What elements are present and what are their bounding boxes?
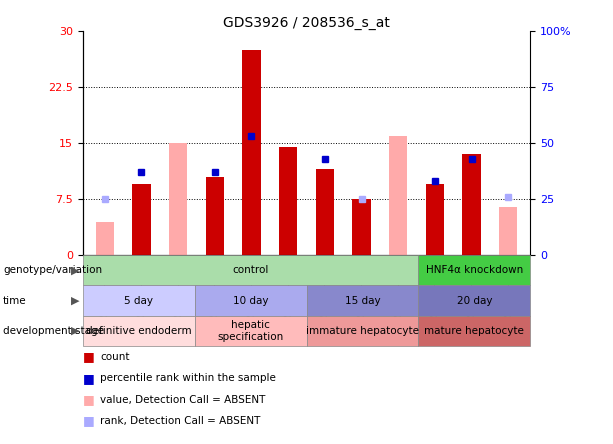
Bar xyxy=(499,207,517,255)
Text: genotype/variation: genotype/variation xyxy=(3,266,102,275)
Text: ■: ■ xyxy=(83,393,94,406)
Text: 10 day: 10 day xyxy=(233,296,268,305)
Bar xyxy=(169,143,188,255)
Bar xyxy=(132,184,151,255)
Text: 15 day: 15 day xyxy=(345,296,380,305)
Text: rank, Detection Call = ABSENT: rank, Detection Call = ABSENT xyxy=(100,416,261,426)
Text: hepatic
specification: hepatic specification xyxy=(218,320,284,341)
Bar xyxy=(389,136,408,255)
Bar xyxy=(462,155,481,255)
Text: mature hepatocyte: mature hepatocyte xyxy=(424,326,524,336)
Bar xyxy=(242,50,261,255)
Bar xyxy=(96,222,114,255)
Text: percentile rank within the sample: percentile rank within the sample xyxy=(100,373,276,383)
Text: ▶: ▶ xyxy=(70,326,79,336)
Text: ■: ■ xyxy=(83,372,94,385)
Bar xyxy=(425,184,444,255)
Text: immature hepatocyte: immature hepatocyte xyxy=(306,326,419,336)
Text: ▶: ▶ xyxy=(70,266,79,275)
Text: value, Detection Call = ABSENT: value, Detection Call = ABSENT xyxy=(100,395,265,404)
Text: count: count xyxy=(100,352,129,362)
Text: 20 day: 20 day xyxy=(457,296,492,305)
Text: development stage: development stage xyxy=(3,326,104,336)
Text: ■: ■ xyxy=(83,414,94,428)
Text: ▶: ▶ xyxy=(70,296,79,305)
Text: GDS3926 / 208536_s_at: GDS3926 / 208536_s_at xyxy=(223,16,390,30)
Text: ■: ■ xyxy=(83,350,94,364)
Text: 5 day: 5 day xyxy=(124,296,153,305)
Bar xyxy=(205,177,224,255)
Bar xyxy=(352,199,371,255)
Text: control: control xyxy=(232,266,268,275)
Text: definitive endoderm: definitive endoderm xyxy=(86,326,191,336)
Bar xyxy=(316,169,334,255)
Text: time: time xyxy=(3,296,27,305)
Text: HNF4α knockdown: HNF4α knockdown xyxy=(425,266,523,275)
Bar xyxy=(279,147,297,255)
